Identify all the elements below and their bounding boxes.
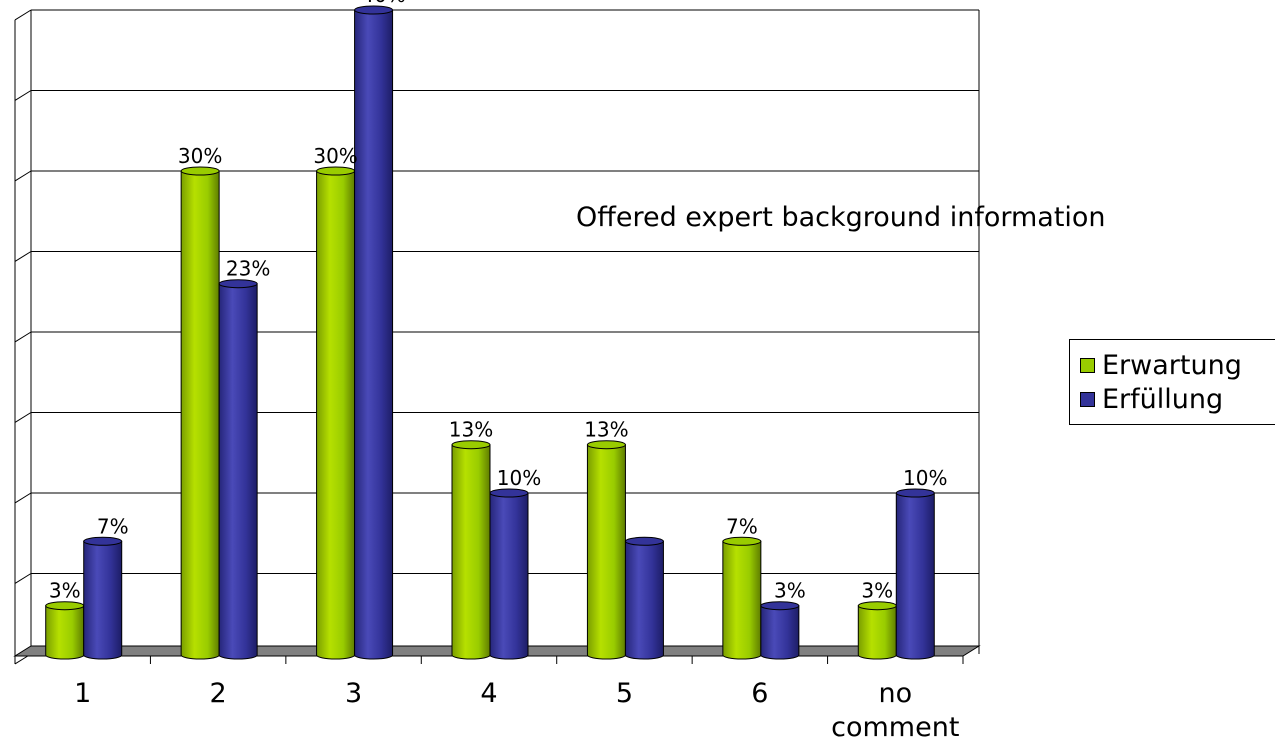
chart-title: Offered expert background information bbox=[576, 202, 1106, 233]
bar-erwartung-3 bbox=[316, 166, 356, 660]
legend-item-erwartung: Erwartung bbox=[1080, 348, 1242, 382]
gridline-side bbox=[14, 170, 32, 182]
data-label: 3% bbox=[49, 579, 81, 603]
data-label: 7% bbox=[726, 514, 758, 538]
x-tick-label: 5 bbox=[616, 678, 633, 709]
bar-erwartung-4 bbox=[451, 440, 491, 660]
x-tick-label: comment bbox=[831, 712, 959, 743]
data-label: 10% bbox=[903, 466, 947, 490]
x-tick-label: no bbox=[878, 678, 912, 709]
gridline-side bbox=[14, 412, 32, 423]
x-tick-label: 4 bbox=[480, 678, 497, 709]
x-tick-label: 2 bbox=[210, 678, 227, 709]
data-label: 7% bbox=[97, 514, 129, 538]
gridline-side bbox=[14, 90, 32, 101]
x-tick-label: 1 bbox=[74, 678, 91, 709]
bar-erwartung-2 bbox=[180, 166, 220, 660]
data-label: 10% bbox=[497, 466, 541, 490]
bar-erwartung-5 bbox=[586, 440, 626, 660]
gridline-side bbox=[14, 331, 32, 343]
legend-label-erwartung: Erwartung bbox=[1102, 349, 1242, 381]
bar-erfüllung-6 bbox=[760, 601, 800, 660]
legend-swatch-erwartung bbox=[1080, 357, 1095, 373]
bar-erfüllung-5 bbox=[624, 536, 664, 660]
gridline-side bbox=[14, 573, 32, 584]
x-tick-label: 6 bbox=[751, 678, 768, 709]
bar-erwartung-6 bbox=[722, 536, 762, 660]
bar-erfüllung-1 bbox=[83, 536, 123, 660]
gridline-side bbox=[14, 9, 32, 21]
bar-erwartung-no-comment bbox=[857, 601, 897, 660]
legend: Erwartung Erfüllung bbox=[1069, 339, 1275, 425]
bar-erfüllung-no-comment bbox=[895, 488, 935, 660]
bar-erfüllung-2 bbox=[218, 279, 258, 660]
data-label: 13% bbox=[449, 418, 493, 442]
data-label: 30% bbox=[313, 144, 357, 168]
data-label: 40% bbox=[361, 0, 405, 7]
bar-erwartung-1 bbox=[45, 601, 85, 660]
bar-erfüllung-4 bbox=[489, 488, 529, 660]
x-tick-label: 3 bbox=[345, 678, 362, 709]
bars bbox=[45, 5, 935, 660]
data-labels: 3%7%30%23%30%40%13%10%13%7%3%3%10% bbox=[49, 0, 948, 603]
data-label: 3% bbox=[774, 579, 806, 603]
data-label: 30% bbox=[178, 144, 222, 168]
data-label: 23% bbox=[226, 257, 270, 281]
gridline-side bbox=[14, 492, 32, 504]
data-label: 3% bbox=[861, 579, 893, 603]
data-label: 13% bbox=[584, 418, 628, 442]
bar-erfüllung-3 bbox=[354, 5, 394, 660]
gridline-side bbox=[14, 251, 32, 262]
legend-item-erfuellung: Erfüllung bbox=[1080, 382, 1223, 416]
legend-swatch-erfuellung bbox=[1080, 391, 1095, 407]
legend-label-erfuellung: Erfüllung bbox=[1102, 383, 1224, 415]
